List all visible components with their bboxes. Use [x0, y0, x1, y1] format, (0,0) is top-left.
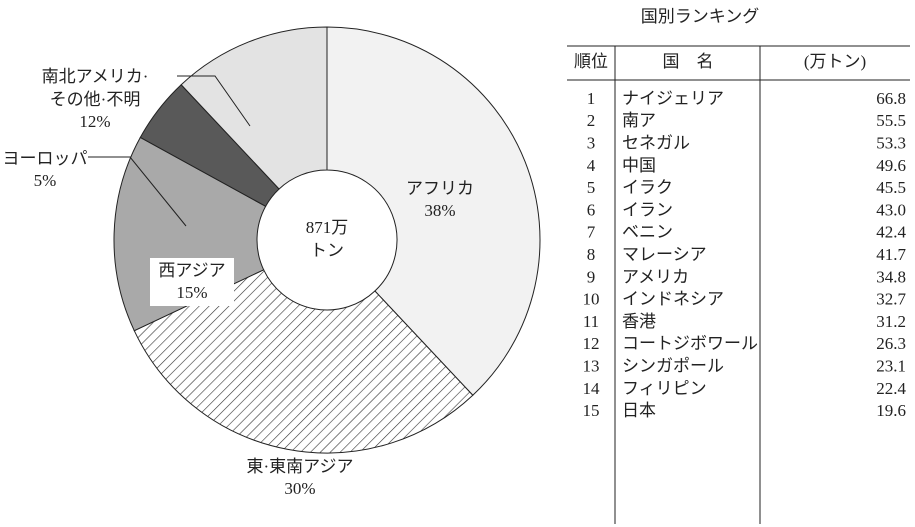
country-cell: フィリピン — [622, 379, 707, 398]
slice-value: 38% — [424, 201, 455, 220]
country-cell: アメリカ — [622, 267, 689, 286]
rank-cell: 1 — [587, 89, 596, 108]
amount-cell: 41.7 — [876, 245, 906, 264]
amount-cell: 43.0 — [876, 200, 906, 219]
rank-cell: 11 — [583, 312, 599, 331]
rank-cell: 9 — [587, 267, 596, 286]
amount-cell: 42.4 — [876, 223, 906, 242]
slice-label: 西アジア — [158, 261, 225, 280]
rank-cell: 12 — [583, 334, 600, 353]
table-header: 順位 — [574, 52, 608, 71]
country-cell: イラン — [622, 200, 673, 219]
table-header: 国 名 — [663, 52, 714, 71]
country-cell: インドネシア — [622, 290, 724, 309]
country-cell: 南ア — [622, 111, 656, 130]
amount-cell: 22.4 — [876, 379, 906, 398]
country-cell: ベニン — [622, 223, 673, 242]
donut-slice — [180, 26, 328, 190]
rank-cell: 3 — [587, 134, 596, 153]
country-cell: 香港 — [622, 312, 656, 331]
amount-cell: 55.5 — [876, 111, 906, 130]
donut-slice — [326, 26, 541, 396]
amount-cell: 26.3 — [876, 334, 906, 353]
country-cell: シンガポール — [622, 357, 724, 376]
leader-line — [88, 156, 187, 227]
rank-cell: 5 — [587, 178, 596, 197]
rank-cell: 8 — [587, 245, 596, 264]
slice-value: 5% — [34, 171, 57, 190]
country-cell: 日本 — [622, 401, 656, 420]
amount-cell: 23.1 — [876, 357, 906, 376]
slice-value: 12% — [79, 112, 110, 131]
rank-cell: 15 — [583, 401, 600, 420]
amount-cell: 19.6 — [876, 401, 906, 420]
slice-label: ヨーロッパ — [3, 149, 88, 168]
amount-cell: 34.8 — [876, 267, 906, 286]
rank-cell: 10 — [583, 290, 600, 309]
center-label: 871万トン — [306, 218, 349, 260]
country-cell: ナイジェリア — [622, 89, 724, 108]
table-header: (万トン) — [804, 52, 866, 71]
amount-cell: 45.5 — [876, 178, 906, 197]
rank-cell: 6 — [587, 200, 596, 219]
slice-label: 南北アメリカ·その他·不明 — [42, 67, 149, 109]
slice-value: 30% — [284, 479, 315, 498]
leader-line — [177, 75, 251, 127]
slice-value: 15% — [176, 283, 207, 302]
rank-cell: 4 — [587, 156, 596, 175]
donut-chart: 871万トン — [113, 26, 541, 454]
country-cell: イラク — [622, 178, 673, 197]
rank-cell: 14 — [583, 379, 601, 398]
amount-cell: 49.6 — [876, 156, 906, 175]
rank-cell: 7 — [587, 223, 596, 242]
amount-cell: 31.2 — [876, 312, 906, 331]
amount-cell: 53.3 — [876, 134, 906, 153]
label-box — [150, 258, 234, 306]
ranking-table: 国別ランキング 順位 国 名 (万トン) 1 ナイジェリア 66.8 2 南ア 55.5 3 セネガ… — [567, 7, 910, 524]
country-cell: マレーシア — [622, 245, 707, 264]
country-cell: セネガル — [622, 134, 690, 153]
donut-slice — [133, 269, 474, 454]
slice-label: 東·東南アジア — [247, 457, 354, 476]
country-cell: コートジボワール — [622, 334, 758, 353]
amount-cell: 32.7 — [876, 290, 906, 309]
amount-cell: 66.8 — [876, 89, 906, 108]
rank-cell: 13 — [583, 357, 600, 376]
slice-label: アフリカ — [406, 179, 474, 198]
table-title: 国別ランキング — [641, 7, 760, 26]
country-cell: 中国 — [622, 156, 656, 175]
rank-cell: 2 — [587, 111, 596, 130]
